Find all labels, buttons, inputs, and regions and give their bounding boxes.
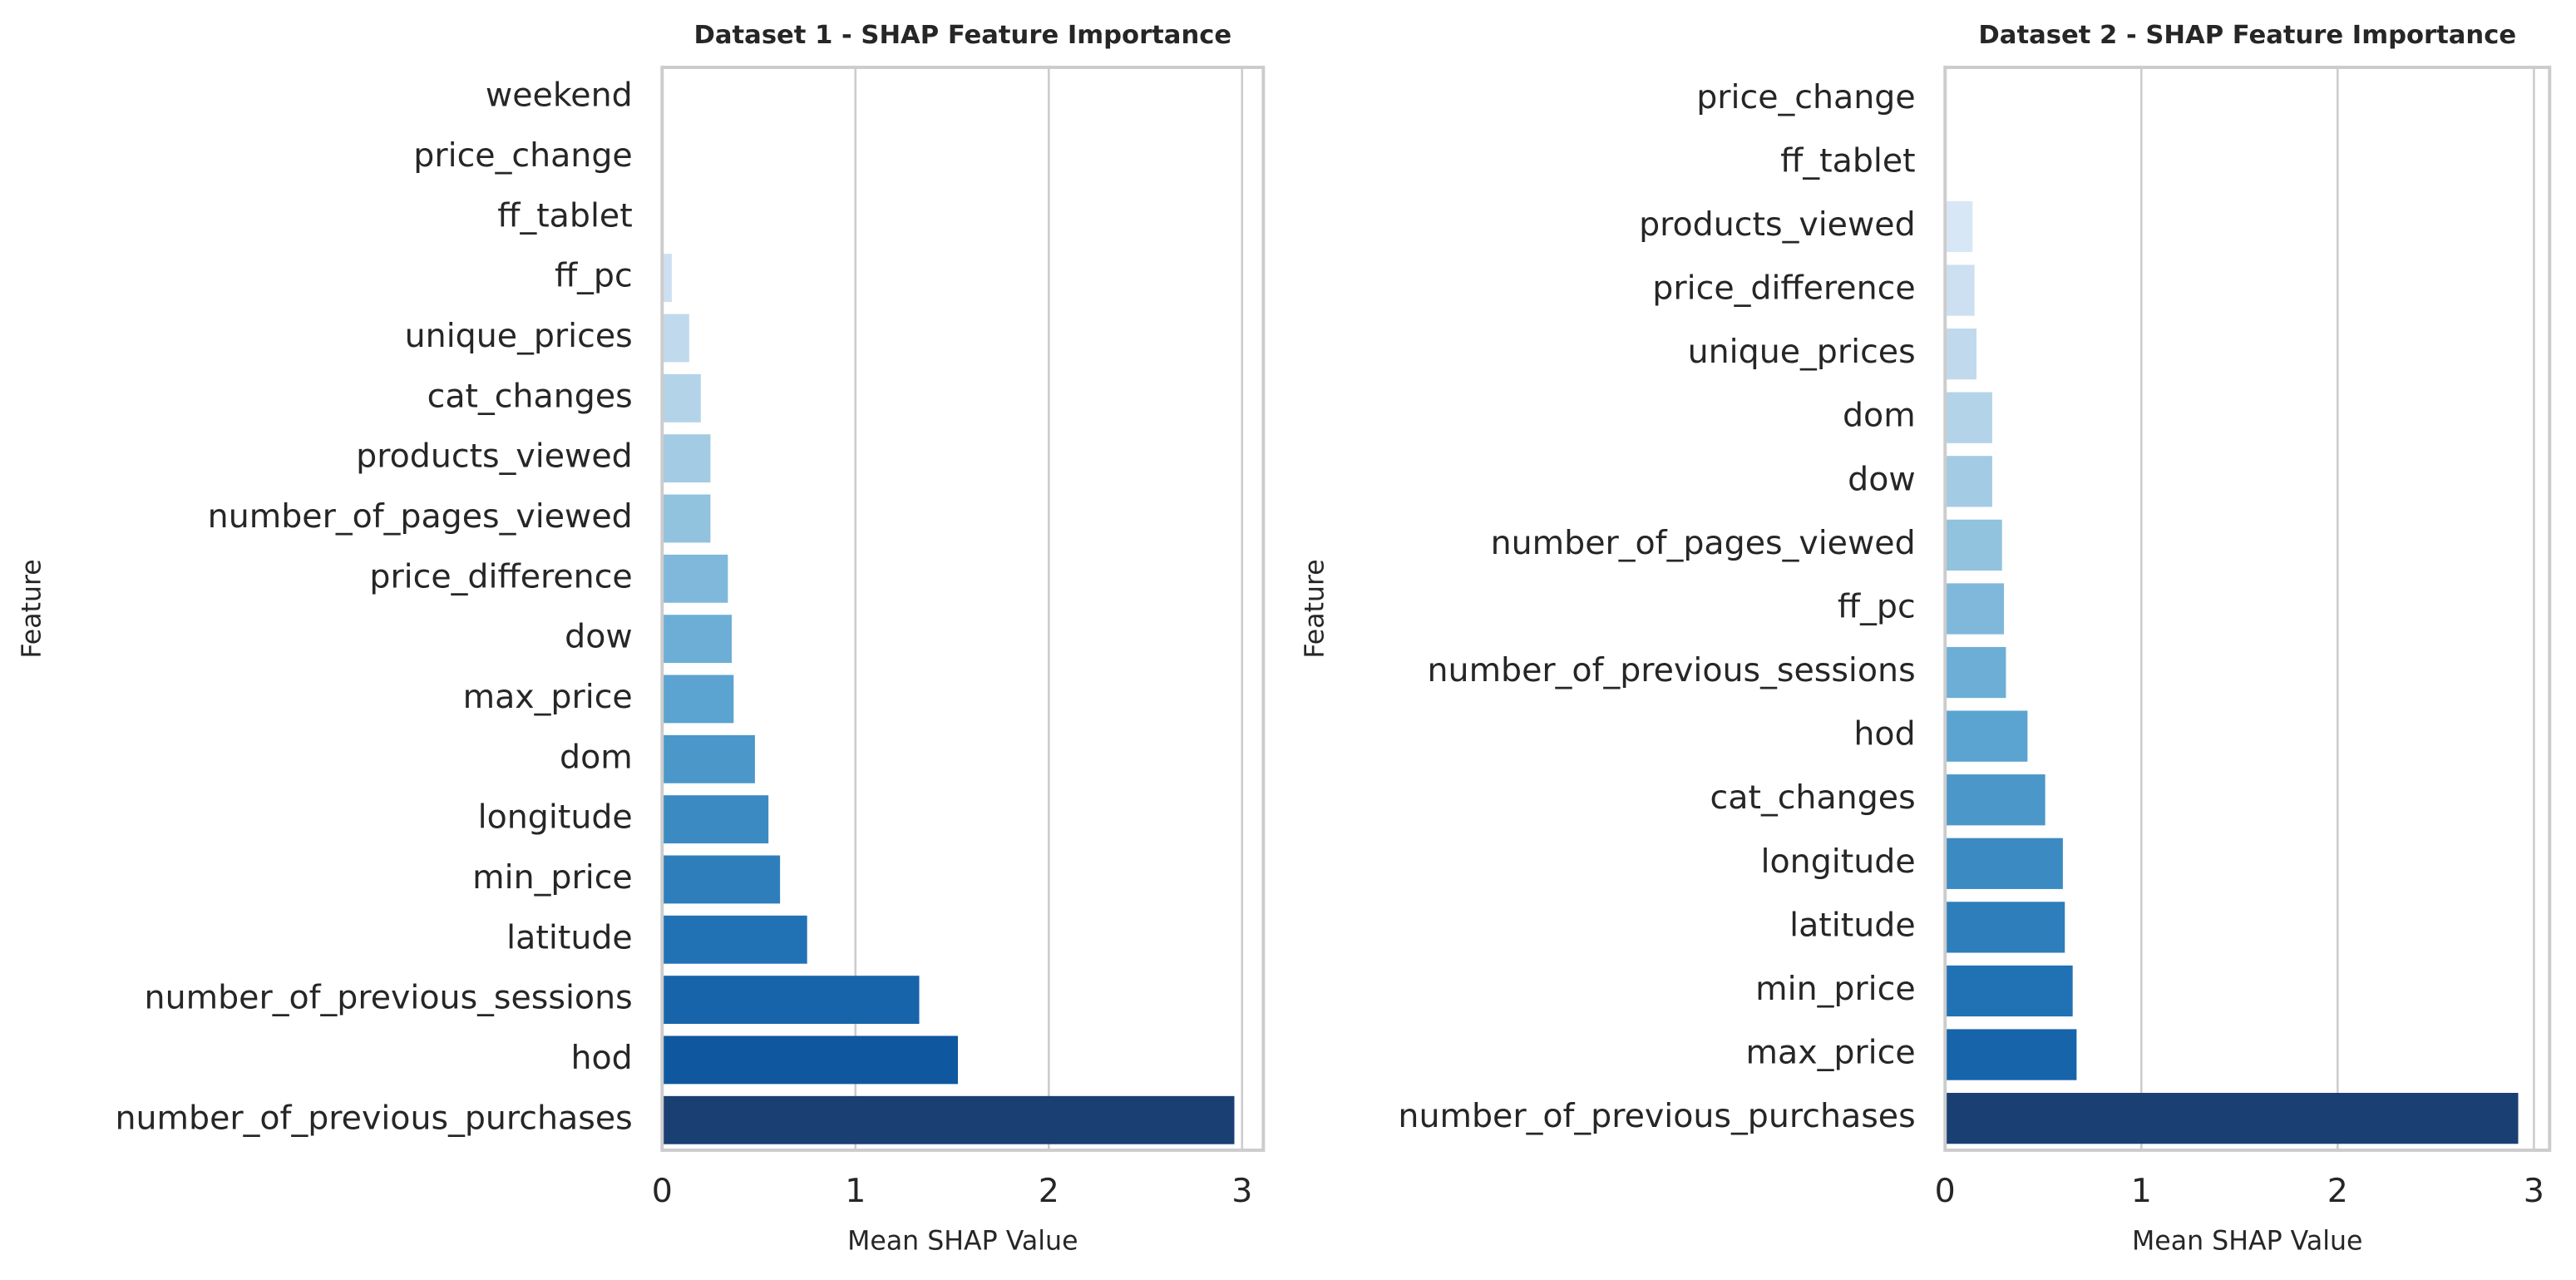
chart-title: Dataset 1 - SHAP Feature Importance bbox=[693, 21, 1231, 50]
bar bbox=[1945, 328, 1977, 380]
y-axis-label: Feature bbox=[1300, 559, 1330, 658]
y-tick-label: weekend bbox=[486, 77, 633, 115]
chart-title: Dataset 2 - SHAP Feature Importance bbox=[1978, 21, 2516, 50]
bar bbox=[1945, 456, 1992, 507]
x-tick-label: 3 bbox=[1231, 1172, 1252, 1210]
y-tick-label: min_price bbox=[472, 858, 633, 897]
bar bbox=[662, 1035, 959, 1085]
bar bbox=[662, 675, 734, 724]
y-tick-label: price_change bbox=[413, 136, 632, 175]
y-tick-label: longitude bbox=[1761, 843, 1916, 881]
y-tick-label: number_of_previous_purchases bbox=[115, 1099, 632, 1137]
y-tick-label: ff_pc bbox=[1838, 587, 1916, 625]
bar bbox=[662, 254, 672, 303]
y-tick-label: number_of_previous_sessions bbox=[1428, 651, 1916, 689]
y-tick-label: price_change bbox=[1696, 78, 1915, 116]
bar bbox=[662, 615, 732, 664]
y-tick-label: hod bbox=[1853, 715, 1915, 754]
bar bbox=[1945, 519, 2002, 571]
y-tick-label: min_price bbox=[1755, 970, 1916, 1008]
bar bbox=[1945, 774, 2046, 826]
y-tick-label: max_price bbox=[463, 678, 633, 716]
x-tick-label: 0 bbox=[652, 1172, 673, 1210]
bar bbox=[1945, 583, 2005, 635]
bar bbox=[662, 795, 769, 844]
bar bbox=[662, 915, 807, 964]
y-tick-label: ff_tablet bbox=[1780, 141, 1915, 180]
y-tick-label: latitude bbox=[1789, 906, 1916, 944]
bar bbox=[662, 494, 711, 543]
y-tick-label: products_viewed bbox=[356, 437, 633, 476]
x-tick-label: 3 bbox=[2524, 1172, 2544, 1210]
y-tick-label: ff_pc bbox=[555, 257, 633, 295]
bar bbox=[662, 976, 920, 1025]
x-axis-label: Mean SHAP Value bbox=[847, 1227, 1078, 1257]
bar bbox=[662, 434, 711, 483]
x-axis-label: Mean SHAP Value bbox=[2132, 1227, 2362, 1257]
y-tick-label: ff_tablet bbox=[497, 196, 633, 235]
bar bbox=[1945, 710, 2028, 762]
y-tick-label: dow bbox=[565, 618, 633, 656]
y-tick-label: latitude bbox=[506, 918, 633, 956]
bar bbox=[1945, 1029, 2077, 1080]
plot-frame bbox=[1943, 66, 2552, 1152]
bar bbox=[1945, 264, 1975, 316]
x-tick-label: 2 bbox=[1039, 1172, 1059, 1210]
y-tick-label: dow bbox=[1848, 460, 1916, 498]
y-tick-label: number_of_previous_purchases bbox=[1398, 1097, 1915, 1135]
y-axis-label: Feature bbox=[17, 559, 47, 658]
bar bbox=[1945, 200, 1973, 253]
x-tick-label: 0 bbox=[1935, 1172, 1956, 1210]
y-tick-label: unique_prices bbox=[1688, 333, 1916, 371]
y-tick-label: longitude bbox=[478, 798, 633, 837]
y-tick-label: dom bbox=[1843, 397, 1916, 435]
bar bbox=[1945, 965, 2073, 1017]
y-tick-label: number_of_pages_viewed bbox=[1491, 524, 1916, 562]
y-tick-label: number_of_previous_sessions bbox=[145, 979, 633, 1017]
bar bbox=[1945, 646, 2006, 699]
y-tick-label: products_viewed bbox=[1639, 205, 1916, 244]
bar bbox=[1945, 838, 2063, 889]
y-tick-label: price_difference bbox=[1652, 269, 1915, 308]
x-tick-label: 1 bbox=[845, 1172, 866, 1210]
bar bbox=[662, 314, 689, 363]
bar bbox=[1945, 1093, 2519, 1144]
y-tick-label: cat_changes bbox=[427, 377, 633, 415]
bar bbox=[662, 855, 781, 904]
bar bbox=[1945, 392, 1992, 443]
x-tick-label: 1 bbox=[2131, 1172, 2152, 1210]
y-tick-label: price_difference bbox=[369, 557, 632, 596]
bar bbox=[662, 373, 701, 423]
bar bbox=[662, 1095, 1235, 1144]
y-tick-label: dom bbox=[560, 738, 633, 776]
bar bbox=[662, 554, 728, 603]
y-tick-label: max_price bbox=[1746, 1034, 1916, 1072]
x-tick-label: 2 bbox=[2327, 1172, 2348, 1210]
y-tick-label: hod bbox=[570, 1039, 632, 1077]
y-tick-label: number_of_pages_viewed bbox=[208, 497, 633, 536]
y-tick-label: unique_prices bbox=[405, 317, 633, 355]
bar bbox=[1945, 902, 2065, 953]
bar bbox=[662, 734, 755, 783]
plot-frame bbox=[660, 66, 1266, 1152]
y-tick-label: cat_changes bbox=[1710, 778, 1916, 817]
